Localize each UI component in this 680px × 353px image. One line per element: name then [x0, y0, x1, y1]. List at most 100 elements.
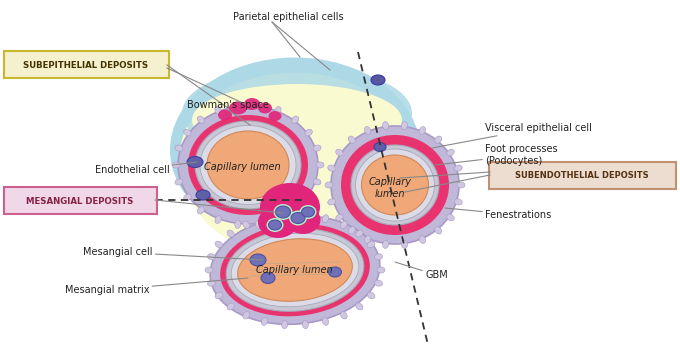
Ellipse shape [261, 215, 268, 222]
Ellipse shape [229, 102, 247, 114]
Ellipse shape [207, 254, 216, 260]
Ellipse shape [275, 206, 290, 218]
Ellipse shape [175, 145, 183, 151]
Ellipse shape [322, 215, 328, 222]
Ellipse shape [457, 182, 465, 188]
Ellipse shape [341, 312, 347, 319]
Ellipse shape [255, 220, 261, 228]
Text: Mesangial matrix: Mesangial matrix [65, 278, 248, 295]
Ellipse shape [250, 254, 266, 266]
Ellipse shape [377, 267, 385, 273]
Ellipse shape [207, 131, 289, 199]
Ellipse shape [269, 220, 282, 230]
Ellipse shape [244, 98, 260, 110]
Ellipse shape [305, 194, 312, 201]
Ellipse shape [374, 143, 386, 151]
Ellipse shape [207, 280, 216, 286]
Ellipse shape [336, 214, 343, 221]
Ellipse shape [447, 149, 454, 156]
Ellipse shape [356, 149, 435, 221]
Text: Parietal epithelial cells: Parietal epithelial cells [233, 12, 343, 22]
Ellipse shape [313, 145, 321, 151]
Ellipse shape [215, 216, 221, 223]
Ellipse shape [184, 129, 191, 136]
Text: SUBENDOTHELIAL DEPOSITS: SUBENDOTHELIAL DEPOSITS [515, 172, 649, 180]
Ellipse shape [243, 221, 250, 228]
Ellipse shape [190, 115, 400, 255]
Text: Bowman's space: Bowman's space [187, 100, 269, 110]
Text: MESANGIAL DEPOSITS: MESANGIAL DEPOSITS [27, 197, 134, 205]
Ellipse shape [371, 75, 385, 85]
Ellipse shape [237, 239, 352, 301]
Text: GBM: GBM [395, 262, 447, 280]
Ellipse shape [180, 72, 410, 238]
Ellipse shape [348, 227, 355, 234]
Ellipse shape [227, 303, 234, 310]
FancyBboxPatch shape [3, 50, 169, 78]
Ellipse shape [184, 194, 191, 201]
Ellipse shape [420, 127, 426, 134]
Ellipse shape [269, 111, 282, 121]
Ellipse shape [341, 221, 347, 228]
Text: Mesangial cell: Mesangial cell [83, 247, 263, 260]
Ellipse shape [375, 280, 382, 286]
Ellipse shape [420, 236, 426, 244]
Ellipse shape [197, 207, 204, 214]
Ellipse shape [325, 182, 333, 188]
Ellipse shape [215, 107, 221, 114]
Ellipse shape [188, 115, 308, 215]
Text: Endothelial cell: Endothelial cell [95, 162, 197, 175]
Ellipse shape [367, 241, 375, 248]
Ellipse shape [196, 190, 210, 200]
Ellipse shape [282, 321, 288, 329]
Ellipse shape [383, 240, 389, 249]
Ellipse shape [291, 213, 305, 223]
Ellipse shape [328, 165, 336, 171]
Ellipse shape [182, 66, 412, 161]
Ellipse shape [364, 236, 371, 244]
Ellipse shape [364, 127, 371, 134]
Ellipse shape [215, 292, 222, 299]
Ellipse shape [362, 155, 428, 215]
Ellipse shape [170, 58, 420, 243]
Ellipse shape [197, 116, 204, 123]
Ellipse shape [322, 318, 328, 325]
Ellipse shape [175, 179, 183, 185]
Ellipse shape [235, 220, 241, 228]
Ellipse shape [185, 73, 405, 243]
Ellipse shape [226, 229, 364, 311]
Ellipse shape [273, 204, 292, 220]
Ellipse shape [447, 214, 454, 221]
Ellipse shape [267, 218, 284, 232]
Ellipse shape [192, 84, 402, 156]
Ellipse shape [316, 162, 324, 168]
Ellipse shape [435, 227, 442, 234]
Ellipse shape [255, 102, 261, 109]
Text: Capillary lumen: Capillary lumen [256, 265, 333, 275]
Ellipse shape [292, 116, 299, 123]
Ellipse shape [227, 230, 234, 237]
Ellipse shape [356, 230, 363, 237]
Ellipse shape [336, 149, 343, 156]
Ellipse shape [328, 199, 336, 205]
Ellipse shape [178, 106, 318, 224]
Ellipse shape [356, 303, 363, 310]
Ellipse shape [231, 233, 359, 307]
Ellipse shape [341, 135, 449, 235]
Ellipse shape [454, 199, 462, 205]
Ellipse shape [195, 121, 301, 209]
Ellipse shape [367, 292, 375, 299]
Ellipse shape [200, 126, 296, 204]
Ellipse shape [303, 321, 309, 329]
Ellipse shape [328, 267, 341, 277]
Ellipse shape [261, 273, 275, 283]
Ellipse shape [218, 109, 232, 120]
Ellipse shape [303, 211, 309, 219]
Ellipse shape [172, 162, 180, 168]
Ellipse shape [375, 254, 382, 260]
Text: SUBEPITHELIAL DEPOSITS: SUBEPITHELIAL DEPOSITS [23, 60, 148, 70]
Ellipse shape [313, 179, 321, 185]
Ellipse shape [215, 241, 222, 248]
Ellipse shape [289, 210, 307, 226]
Ellipse shape [205, 267, 213, 273]
